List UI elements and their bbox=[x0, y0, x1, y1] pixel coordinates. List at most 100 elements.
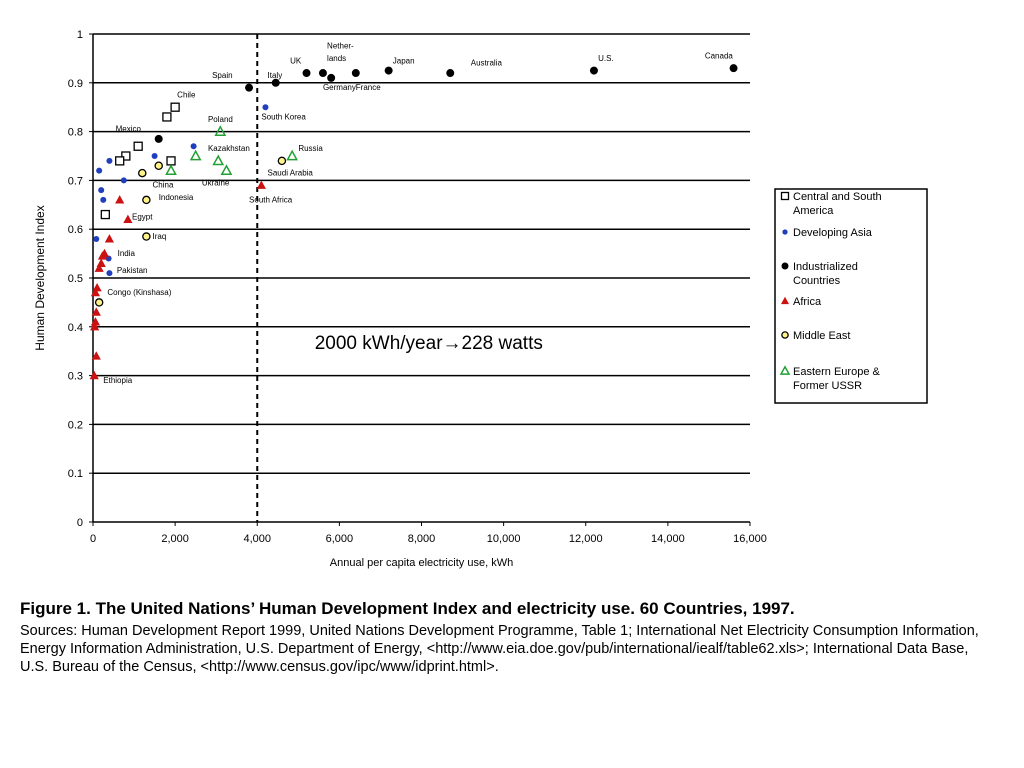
data-point bbox=[190, 143, 197, 150]
series-africa bbox=[89, 180, 266, 380]
y-tick-label: 0.5 bbox=[68, 273, 83, 285]
y-tick-label: 0.7 bbox=[68, 175, 83, 187]
figure-caption: Figure 1. The United Nations’ Human Deve… bbox=[20, 598, 980, 676]
x-tick-label: 10,000 bbox=[487, 533, 521, 545]
data-point bbox=[154, 134, 163, 143]
data-point bbox=[351, 69, 360, 78]
data-point bbox=[262, 104, 269, 111]
data-point bbox=[589, 66, 598, 75]
point-label: Russia bbox=[298, 144, 323, 153]
x-axis-title: Annual per capita electricity use, kWh bbox=[330, 557, 513, 569]
data-point bbox=[162, 112, 172, 122]
x-tick-label: 0 bbox=[90, 533, 96, 545]
data-point bbox=[318, 69, 327, 78]
annotation-text: 2000 kWh/year→228 watts bbox=[315, 333, 543, 354]
data-point bbox=[96, 167, 103, 174]
series-middle-east bbox=[94, 156, 287, 307]
y-tick-label: 0.6 bbox=[68, 224, 83, 236]
legend-marker bbox=[781, 331, 789, 339]
legend-label: Former USSR bbox=[793, 380, 862, 392]
data-point bbox=[214, 125, 227, 136]
point-label: U.S. bbox=[598, 54, 614, 63]
y-tick-label: 1 bbox=[77, 29, 83, 41]
legend-marker bbox=[780, 296, 790, 305]
caption-sources: Sources: Human Development Report 1999, … bbox=[20, 623, 979, 675]
data-point bbox=[106, 157, 113, 164]
point-label: Spain bbox=[212, 71, 232, 80]
data-point bbox=[142, 195, 151, 205]
legend-marker bbox=[780, 191, 790, 201]
data-point bbox=[120, 177, 127, 184]
legend-marker bbox=[781, 262, 789, 270]
x-tick-label: 12,000 bbox=[569, 533, 603, 545]
data-point bbox=[94, 263, 104, 272]
data-point bbox=[166, 156, 176, 166]
data-point bbox=[165, 164, 177, 175]
point-label: Egypt bbox=[132, 212, 153, 221]
data-point bbox=[384, 66, 393, 75]
data-point bbox=[245, 83, 254, 92]
data-point bbox=[90, 317, 101, 326]
x-tick-label: 4,000 bbox=[243, 533, 271, 545]
data-point bbox=[90, 322, 100, 331]
point-label: Mexico bbox=[116, 125, 142, 134]
point-label: Ethiopia bbox=[103, 376, 132, 385]
point-label: Chile bbox=[177, 90, 196, 99]
data-point bbox=[271, 78, 280, 87]
x-tick-label: 16,000 bbox=[733, 533, 767, 545]
data-point bbox=[151, 153, 158, 159]
y-tick-label: 0.3 bbox=[68, 371, 83, 383]
data-point bbox=[212, 154, 225, 166]
data-point bbox=[100, 209, 110, 220]
point-label: South Korea bbox=[261, 112, 306, 121]
point-label: Congo (Kinshasa) bbox=[107, 288, 171, 297]
legend-marker bbox=[782, 229, 788, 235]
series-industrialized-countries bbox=[154, 64, 738, 143]
point-label: UK bbox=[290, 56, 302, 65]
data-point bbox=[90, 287, 101, 297]
data-point bbox=[123, 214, 133, 224]
point-label: Germany bbox=[323, 83, 356, 92]
x-tick-label: 8,000 bbox=[408, 533, 436, 545]
data-point bbox=[104, 234, 115, 243]
point-label: Pakistan bbox=[117, 266, 148, 275]
point-label: India bbox=[118, 249, 136, 258]
data-point bbox=[106, 270, 113, 277]
point-label: China bbox=[153, 181, 174, 190]
point-label: Australia bbox=[471, 59, 503, 68]
legend-label: Central and South bbox=[793, 191, 882, 203]
legend-label: America bbox=[793, 205, 834, 217]
point-label: Canada bbox=[705, 51, 734, 60]
data-point bbox=[277, 156, 287, 166]
point-label: Nether- bbox=[327, 42, 354, 51]
hdi-scatter-chart: 0 0.1 0.2 0.3 0.4 0.5 0.6 0.7 0.8 0.9 1 0 2,000 4,000… bbox=[33, 29, 928, 569]
x-tick-label: 6,000 bbox=[326, 533, 354, 545]
data-point bbox=[91, 307, 101, 316]
y-tick-label: 0 bbox=[77, 517, 83, 529]
data-point bbox=[94, 298, 104, 307]
data-point bbox=[138, 168, 147, 178]
data-point bbox=[142, 232, 151, 241]
legend-box bbox=[774, 188, 928, 404]
series-developing-asia bbox=[93, 104, 269, 277]
data-point bbox=[446, 69, 455, 78]
data-point bbox=[327, 73, 336, 82]
data-point bbox=[302, 69, 311, 78]
data-point bbox=[154, 161, 163, 171]
legend-label: Eastern Europe & bbox=[793, 366, 880, 378]
data-point bbox=[97, 251, 108, 260]
data-point bbox=[115, 156, 125, 166]
legend-label: Africa bbox=[793, 296, 822, 308]
legend-label: Countries bbox=[793, 275, 841, 287]
point-label: Ukraine bbox=[202, 178, 230, 187]
legend-label: Developing Asia bbox=[793, 227, 873, 239]
point-label: Iraq bbox=[153, 232, 167, 241]
data-point bbox=[170, 102, 180, 112]
y-tick-label: 0.8 bbox=[68, 127, 83, 139]
data-point bbox=[286, 149, 299, 161]
data-point bbox=[115, 195, 125, 204]
legend-marker bbox=[779, 365, 791, 375]
point-label: Japan bbox=[393, 56, 415, 65]
legend-label: Middle East bbox=[793, 330, 850, 342]
point-label: Kazakhstan bbox=[208, 144, 250, 153]
